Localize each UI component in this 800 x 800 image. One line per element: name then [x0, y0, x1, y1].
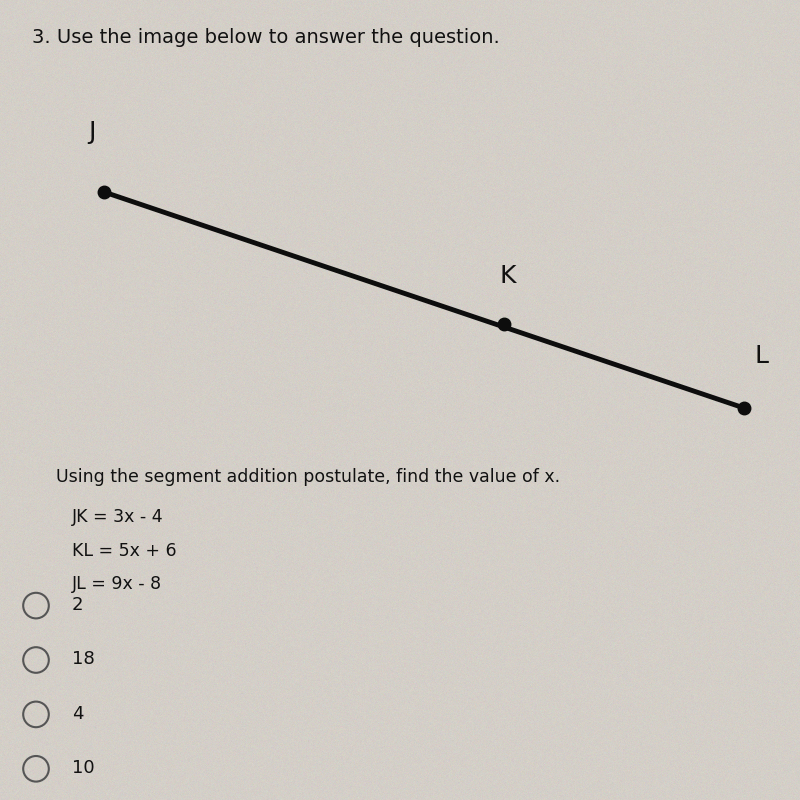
Text: JL = 9x - 8: JL = 9x - 8: [72, 575, 162, 594]
Text: 2: 2: [72, 596, 83, 614]
Text: JK = 3x - 4: JK = 3x - 4: [72, 508, 164, 526]
Text: KL = 5x + 6: KL = 5x + 6: [72, 542, 177, 560]
Text: L: L: [754, 344, 769, 368]
Text: K: K: [500, 264, 516, 288]
Text: Using the segment addition postulate, find the value of x.: Using the segment addition postulate, fi…: [56, 468, 560, 486]
Text: J: J: [88, 120, 96, 144]
Text: 10: 10: [72, 759, 94, 778]
Text: 4: 4: [72, 705, 83, 723]
Text: 3. Use the image below to answer the question.: 3. Use the image below to answer the que…: [32, 28, 500, 47]
Text: 18: 18: [72, 650, 94, 669]
